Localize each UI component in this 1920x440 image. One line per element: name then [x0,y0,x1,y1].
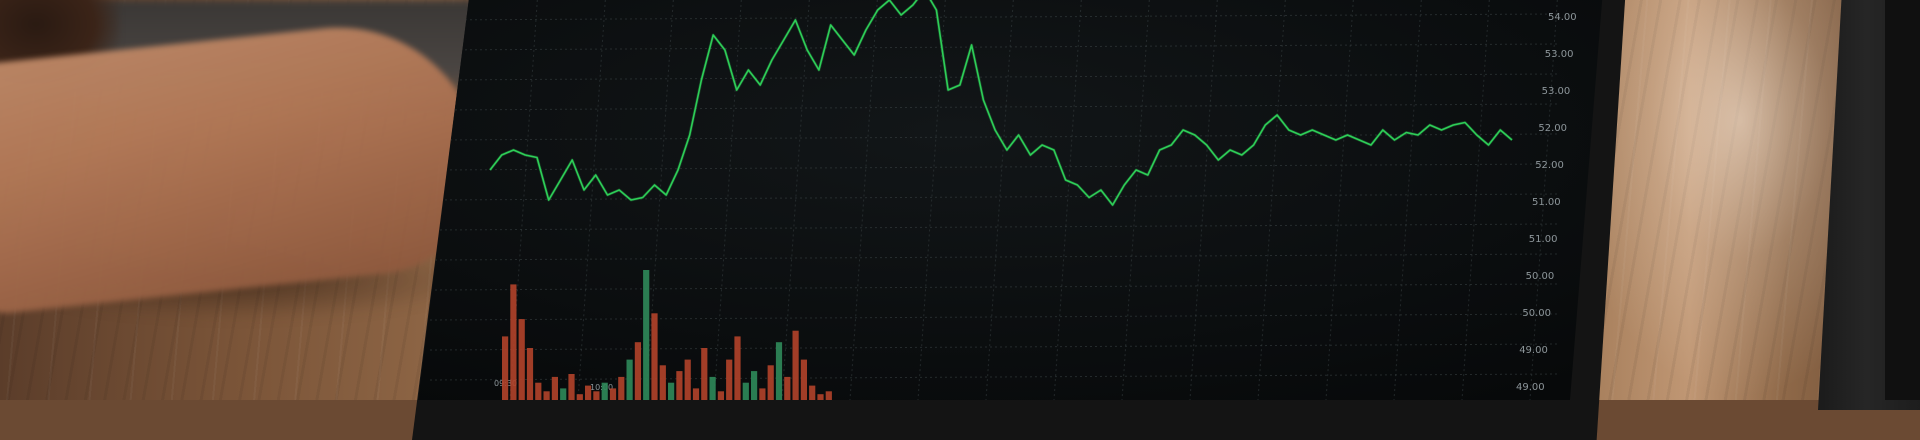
grid-line-v [1529,0,1559,400]
volume-bar [734,336,741,400]
laptop-screen: 54.00 53.00 53.00 52.00 52.00 51.00 51.00 50.00… [418,0,1603,400]
grid-line-h [429,13,1561,21]
grid-line-v [1393,0,1423,400]
volume-bar [560,388,567,400]
y-tick-label: 51.00 [1532,197,1561,208]
grid-line-v [1257,0,1287,400]
volume-bar [601,382,608,400]
volume-bar [585,385,592,400]
volume-bar [651,313,658,400]
grid-line-h [429,313,1561,321]
volume-bar [568,374,575,400]
grid-line-h [429,43,1561,51]
volume-bar [634,342,641,400]
y-tick-label: 53.00 [1545,49,1574,60]
volume-bar [817,394,824,400]
y-tick-label: 49.00 [1519,345,1548,356]
grid-line-v [509,0,539,400]
grid-line-h [429,253,1561,261]
volume-bar [593,391,600,400]
grid-line-v [1597,0,1603,400]
volume-bar [792,330,799,400]
grid-line-v [1053,0,1083,400]
grid-line-h [429,73,1561,81]
volume-bar [684,359,691,400]
volume-bar [609,388,617,400]
grid-line-h [429,193,1561,201]
volume-bar [618,376,625,400]
grid-line-v [849,0,879,400]
volume-bar [800,359,807,400]
grid-line-h [429,163,1561,171]
grid-line-v [781,0,811,400]
grid-line-v [1325,0,1355,400]
y-tick-label: 53.00 [1542,86,1571,97]
volume-bar [767,365,774,400]
grid-line-h [429,223,1561,231]
y-tick-label: 54.00 [1548,12,1577,23]
grid-line-v [1461,0,1491,400]
volume-bar [717,391,724,400]
volume-bar [626,359,633,400]
y-tick-label: 50.00 [1522,308,1551,319]
grid-line-v [713,0,743,400]
volume-bar [692,388,700,400]
y-tick-label: 50.00 [1526,271,1555,282]
volume-bar [502,336,509,400]
grid-line-v [577,0,607,400]
y-tick-label: 52.00 [1535,160,1564,171]
grid-line-v [917,0,947,400]
volume-bar [726,359,733,400]
grid-line-v [985,0,1015,400]
grid-line-h [429,103,1561,111]
volume-bar [775,342,783,400]
y-tick-label: 52.00 [1538,123,1567,134]
volume-bar [551,376,558,400]
grid-line-v [645,0,675,400]
y-tick-label: 51.00 [1529,234,1558,245]
volume-bar [510,284,517,400]
price-line [489,0,1513,206]
volume-bar [659,365,666,400]
volume-bar [701,348,708,400]
volume-bar [751,371,758,400]
volume-bar [759,388,766,400]
x-tick-label: 10:00 [590,383,613,392]
volume-bar [543,391,550,400]
grid-line-h [429,133,1561,141]
grid-line-h [429,373,1561,381]
volume-bar [825,391,832,400]
volume-bar [742,382,749,400]
volume-bar [809,385,816,400]
volume-bar [709,376,716,400]
volume-bar [535,382,542,400]
volume-bar [668,382,675,400]
volume-bar [643,270,650,400]
y-tick-label: 49.00 [1516,382,1545,393]
volume-bar [518,319,525,400]
grid-line-h [429,283,1561,291]
volume-bar [676,371,683,400]
grid-line-v [1189,0,1219,400]
grid-line-v [1121,0,1151,400]
volume-bar [526,348,534,400]
volume-bar [784,376,791,400]
screen-surface [418,0,1603,400]
grid-line-h [429,343,1561,351]
volume-bar [576,394,583,400]
second-monitor-edge [1885,0,1920,400]
